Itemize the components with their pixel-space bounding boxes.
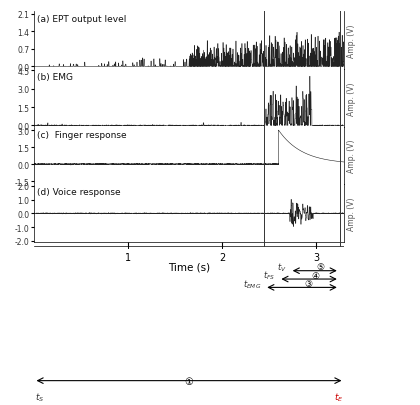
Text: (c)  Finger response: (c) Finger response bbox=[37, 130, 126, 139]
Text: ③: ③ bbox=[304, 279, 312, 288]
Text: 3: 3 bbox=[313, 252, 319, 262]
Text: 1: 1 bbox=[125, 252, 131, 262]
Text: (a) EPT output level: (a) EPT output level bbox=[37, 15, 126, 24]
Y-axis label: Amp. (V): Amp. (V) bbox=[347, 139, 356, 173]
Text: $t_{FS}$: $t_{FS}$ bbox=[263, 269, 276, 281]
Y-axis label: Amp. (V): Amp. (V) bbox=[347, 197, 356, 230]
Text: (d) Voice response: (d) Voice response bbox=[37, 188, 121, 197]
Text: Time (s): Time (s) bbox=[168, 262, 210, 272]
Text: 2: 2 bbox=[219, 252, 225, 262]
Text: ⑤: ⑤ bbox=[317, 262, 325, 272]
Text: $t_{EMG}$: $t_{EMG}$ bbox=[243, 277, 262, 290]
Text: ④: ④ bbox=[311, 271, 319, 280]
Text: $t_E$: $t_E$ bbox=[334, 390, 344, 403]
Text: (b) EMG: (b) EMG bbox=[37, 72, 73, 82]
Text: ①: ① bbox=[185, 376, 193, 386]
Y-axis label: Amp. (V): Amp. (V) bbox=[347, 24, 356, 58]
Y-axis label: Amp. (V): Amp. (V) bbox=[347, 82, 356, 115]
Text: $t_S$: $t_S$ bbox=[34, 390, 44, 403]
Text: $t_V$: $t_V$ bbox=[277, 261, 287, 273]
